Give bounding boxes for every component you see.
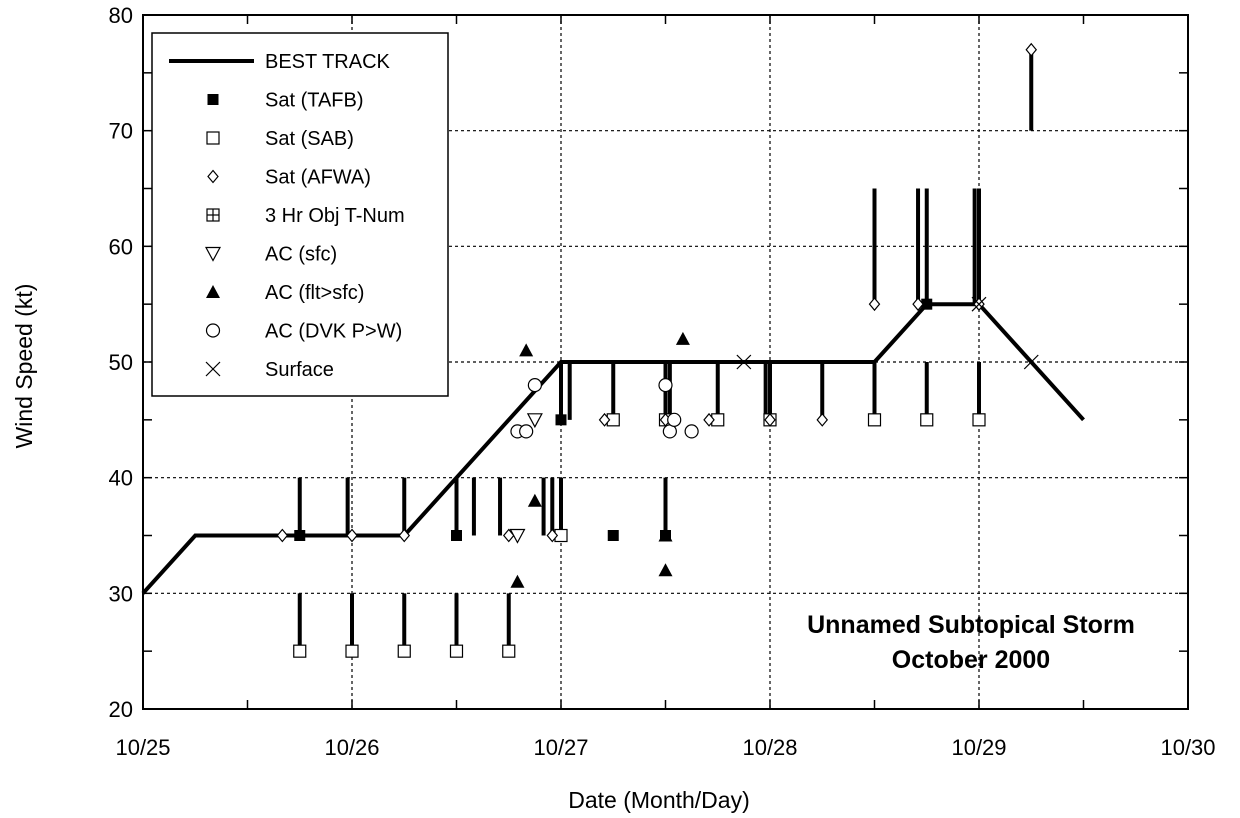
point-ac-flt-sfc	[527, 493, 542, 507]
legend-label-3-hr-obj-t-num: 3 Hr Obj T-Num	[265, 205, 405, 227]
legend-swatch-ac-dvk-p-w	[205, 323, 221, 338]
x-tick-label: 10/25	[115, 735, 170, 760]
point-ac-flt-sfc	[658, 563, 673, 577]
point-ac-flt-sfc	[519, 343, 534, 357]
point-ac-sfc	[526, 413, 543, 429]
y-tick-label: 70	[109, 119, 133, 144]
y-tick-label: 20	[109, 697, 133, 722]
x-tick-label: 10/26	[324, 735, 379, 760]
legend-label-ac-sfc: AC (sfc)	[265, 244, 337, 266]
point-sat-afwa	[546, 528, 559, 543]
legend-label-ac-flt-sfc: AC (flt>sfc)	[265, 282, 364, 304]
legend-label-surface: Surface	[265, 359, 334, 381]
legend: BEST TRACK Sat (TAFB) Sat (SAB) Sat (AFWA) 3…	[151, 32, 449, 397]
legend-swatch-surface	[205, 361, 221, 377]
point-sat-afwa	[764, 412, 776, 427]
x-cross-stroke	[205, 361, 221, 377]
annotation-line-1: Unnamed Subtopical Storm	[807, 611, 1135, 639]
point-sat-afwa	[912, 297, 924, 312]
x-tick-label: 10/27	[533, 735, 588, 760]
y-tick-label: 40	[109, 466, 133, 491]
point-sat-afwa	[598, 412, 611, 427]
x-tick-label: 10/29	[951, 735, 1006, 760]
point-surface	[971, 296, 987, 312]
point-ac-sfc	[509, 528, 526, 544]
best-track-line	[141, 302, 1085, 595]
point-sat-afwa	[276, 528, 289, 543]
point-sat-tafb	[451, 530, 462, 541]
point-surface	[736, 354, 752, 370]
y-tick-label: 50	[109, 350, 133, 375]
point-sat-tafb	[921, 298, 933, 310]
point-sat-sab	[972, 413, 986, 427]
legend-swatch-sat-afwa	[207, 169, 219, 184]
legend-swatch-ac-sfc	[204, 246, 222, 262]
point-ac-dvk-p-w	[684, 424, 699, 439]
point-ac-dvk-p-w	[519, 424, 534, 439]
x-cross-stroke	[736, 354, 752, 370]
point-sat-sab	[345, 644, 359, 658]
legend-label-best-track: BEST TRACK	[265, 51, 391, 73]
point-sat-sab	[867, 413, 882, 427]
point-ac-flt-sfc	[675, 331, 690, 345]
y-axis-label: Wind Speed (kt)	[11, 284, 37, 449]
point-sat-tafb	[607, 530, 619, 541]
legend-swatch-3-hr-obj-t-num	[206, 208, 220, 222]
point-sat-afwa	[816, 412, 829, 427]
x-tick-labels: 10/25 10/26 10/27 10/28 10/29 10/30	[115, 735, 1215, 760]
legend-label-sat-sab: Sat (SAB)	[265, 128, 354, 150]
annotation-line-2: October 2000	[892, 646, 1050, 674]
point-sat-afwa	[398, 528, 411, 543]
y-tick-label: 60	[109, 234, 133, 259]
error-bars	[297, 49, 1034, 652]
point-sat-tafb	[555, 414, 567, 426]
legend-label-sat-afwa: Sat (AFWA)	[265, 167, 371, 189]
data-markers	[276, 42, 1039, 658]
x-axis-label: Date (Month/Day)	[568, 787, 750, 813]
x-cross-stroke	[971, 296, 987, 312]
point-sat-sab	[449, 644, 464, 658]
point-sat-afwa	[868, 297, 881, 312]
point-ac-dvk-p-w	[658, 378, 673, 393]
x-tick-label: 10/28	[742, 735, 797, 760]
point-sat-tafb	[294, 530, 306, 541]
legend-swatch-sat-tafb	[207, 94, 219, 105]
legend-swatch-ac-flt-sfc	[206, 285, 220, 298]
axis-ticks	[142, 14, 1189, 710]
legend-box	[151, 32, 449, 397]
point-sat-sab	[293, 644, 307, 658]
point-surface	[1023, 354, 1039, 370]
point-sat-sab	[920, 413, 934, 427]
y-tick-label: 80	[109, 3, 133, 28]
x-tick-label: 10/30	[1160, 735, 1215, 760]
legend-swatch-sat-sab	[206, 131, 220, 145]
y-tick-label: 30	[109, 581, 133, 606]
point-sat-afwa	[703, 412, 715, 427]
point-sat-sab	[502, 644, 516, 658]
point-ac-dvk-p-w	[527, 378, 542, 393]
point-sat-afwa	[1025, 42, 1038, 57]
point-ac-flt-sfc	[658, 528, 673, 542]
legend-label-ac-dvk-p-w: AC (DVK P>W)	[265, 321, 402, 343]
x-cross-stroke	[1023, 354, 1039, 370]
legend-label-sat-tafb: Sat (TAFB)	[265, 90, 364, 112]
point-ac-flt-sfc	[510, 574, 525, 588]
point-sat-sab	[397, 644, 411, 658]
point-sat-afwa	[346, 528, 358, 543]
point-ac-dvk-p-w	[667, 412, 682, 427]
y-tick-labels: 20 30 40 50 60 70 80	[109, 3, 133, 722]
